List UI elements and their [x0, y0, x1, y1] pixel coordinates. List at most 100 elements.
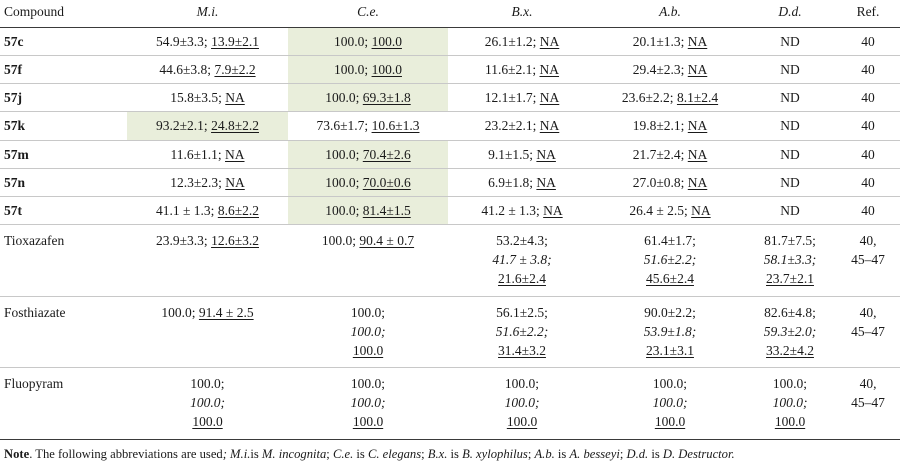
cell-compound-name: 57m — [0, 140, 127, 169]
value-line-1: 40 — [861, 118, 875, 134]
cell-ab: 19.8±2.1; NA — [596, 111, 744, 141]
value-line-2-underlined: 12.6±3.2 — [211, 233, 259, 249]
cell-compound-name: Fluopyram — [0, 367, 127, 440]
value-line-2-underlined: NA — [543, 202, 563, 218]
value-line-3-underlined: 100.0 — [352, 342, 384, 358]
value-line-2-italic: 51.6±2.2; — [643, 252, 697, 268]
value-line-1: 56.1±2.5; — [496, 304, 548, 320]
value-line-2-underlined: 10.6±1.3 — [371, 118, 420, 134]
value-line-1: 15.8±3.5; — [170, 90, 222, 106]
cell-bx: 41.2 ± 1.3; NA — [448, 196, 596, 226]
cell-ab: 20.1±1.3; NA — [596, 27, 744, 57]
cell-dd: ND — [744, 168, 836, 197]
value-line-2-underlined: NA — [687, 34, 708, 49]
cell-ref: 40, 45–47 — [836, 296, 900, 369]
table-row: Tioxazafen 23.9±3.3; 12.6±3.2 100.0; 90.4 … — [0, 224, 900, 297]
value-line-1: ND — [780, 62, 800, 78]
value-line-1: 100.0; — [350, 376, 386, 392]
value-line-2-underlined: NA — [687, 62, 708, 78]
value-line-2-underlined: NA — [225, 174, 245, 190]
value-line-1: 82.6±4.8; — [764, 304, 816, 320]
footnote-segment: D. Destructor. — [662, 446, 735, 461]
value-line-2-italic: 100.0; — [350, 395, 386, 411]
value-line-2-underlined: NA — [539, 90, 560, 106]
value-line-1: 100.0; — [325, 90, 360, 106]
cell-compound-name: 57c — [0, 27, 127, 57]
table-row: 57m 11.6±1.1; NA 100.0; 70.4±2.6 9.1±1.5; N… — [0, 140, 900, 169]
value-line-1: 100.0; — [334, 62, 369, 78]
cell-dd: 100.0; 100.0; 100.0 — [744, 367, 836, 440]
value-line-1: 40, — [859, 304, 877, 320]
cell-ab: 61.4±1.7; 51.6±2.2; 45.6±2.4 — [596, 224, 744, 297]
value-line-3-underlined: 100.0 — [352, 414, 384, 430]
cell-ce-highlighted: 100.0; 100.0 — [288, 27, 448, 57]
cell-dd: ND — [744, 27, 836, 57]
value-line-1: 100.0; — [504, 376, 540, 392]
value-line-1: 100.0; — [321, 233, 357, 249]
value-line-2-underlined: 91.4 ± 2.5 — [198, 304, 254, 320]
footnote-segment: is — [554, 446, 570, 461]
cell-bx: 53.2±4.3; 41.7 ± 3.8; 21.6±2.4 — [448, 224, 596, 297]
value-line-1: 6.9±1.8; — [488, 174, 534, 190]
cell-ref: 40 — [836, 168, 900, 197]
value-line-1: 11.6±2.1; — [484, 62, 537, 78]
footnote-segment: is — [250, 446, 262, 461]
cell-bx: 26.1±1.2; NA — [448, 27, 596, 57]
column-header-mi: M.i. — [127, 0, 288, 28]
column-header-ab: A.b. — [596, 0, 744, 28]
nematicidal-activity-table: Compound M.i. C.e. B.x. A.b. D.d. Ref. 57c 54.9… — [0, 4, 900, 461]
value-line-1: 40 — [861, 90, 875, 106]
footnote-label: Note — [4, 446, 30, 461]
cell-ab: 23.6±2.2; 8.1±2.4 — [596, 83, 744, 113]
value-line-3-underlined: 21.6±2.4 — [498, 271, 546, 287]
cell-dd: 81.7±7.5; 58.1±3.3; 23.7±2.1 — [744, 224, 836, 297]
value-line-2-underlined: 70.4±2.6 — [362, 146, 411, 162]
footnote-segment: ; — [326, 446, 333, 461]
value-line-1: 26.1±1.2; — [484, 34, 537, 49]
cell-dd: ND — [744, 83, 836, 113]
cell-compound-name: 57f — [0, 55, 127, 85]
cell-compound-name: 57t — [0, 196, 127, 226]
cell-bx: 23.2±2.1; NA — [448, 111, 596, 141]
cell-ce-highlighted: 100.0; 70.4±2.6 — [288, 140, 448, 169]
value-line-1: ND — [780, 174, 800, 190]
table-row: 57j 15.8±3.5; NA 100.0; 69.3±1.8 12.1±1.7; … — [0, 83, 900, 113]
cell-dd: 82.6±4.8; 59.3±2.0; 33.2±4.2 — [744, 296, 836, 369]
value-line-2-italic: 59.3±2.0; — [763, 323, 817, 339]
value-line-1: ND — [780, 202, 800, 218]
cell-ce-highlighted: 100.0; 69.3±1.8 — [288, 83, 448, 113]
cell-bx: 6.9±1.8; NA — [448, 168, 596, 197]
value-line-1: 81.7±7.5; — [764, 233, 816, 249]
value-line-2-italic: 100.0; — [350, 323, 386, 339]
footnote-segment: D.d. — [626, 446, 649, 461]
value-line-1: 23.2±2.1; — [484, 118, 537, 134]
value-line-1: ND — [780, 34, 800, 49]
footnote-segment: A. besseyi — [569, 446, 620, 461]
value-line-1: 100.0; — [652, 376, 688, 392]
value-line-1: 19.8±2.1; — [632, 118, 685, 134]
footnote-segment: B. xylophilus — [462, 446, 528, 461]
value-line-1: 100.0; — [161, 304, 196, 320]
value-line-1: 100.0; — [325, 174, 360, 190]
value-line-1: 40 — [861, 34, 875, 49]
cell-ab: 100.0; 100.0; 100.0 — [596, 367, 744, 440]
value-line-2-underlined: 90.4 ± 0.7 — [359, 233, 415, 249]
cell-bx: 12.1±1.7; NA — [448, 83, 596, 113]
value-line-1: 40, — [859, 376, 877, 392]
value-line-1: 90.0±2.2; — [644, 304, 696, 320]
cell-compound-name: Fosthiazate — [0, 296, 127, 369]
footnote-segment: is — [447, 446, 463, 461]
cell-compound-name: 57n — [0, 168, 127, 197]
cell-dd: ND — [744, 140, 836, 169]
value-line-2-underlined: 100.0 — [371, 34, 402, 49]
cell-ref: 40 — [836, 27, 900, 57]
cell-mi: 44.6±3.8; 7.9±2.2 — [127, 55, 288, 85]
cell-compound-name: Tioxazafen — [0, 224, 127, 297]
footnote-segment: ; — [527, 446, 535, 461]
value-line-2-italic: 100.0; — [504, 395, 540, 411]
value-line-3-underlined: 100.0 — [774, 414, 806, 430]
value-line-1: 20.1±1.3; — [632, 34, 685, 49]
column-header-ref: Ref. — [836, 0, 900, 28]
cell-dd: ND — [744, 111, 836, 141]
